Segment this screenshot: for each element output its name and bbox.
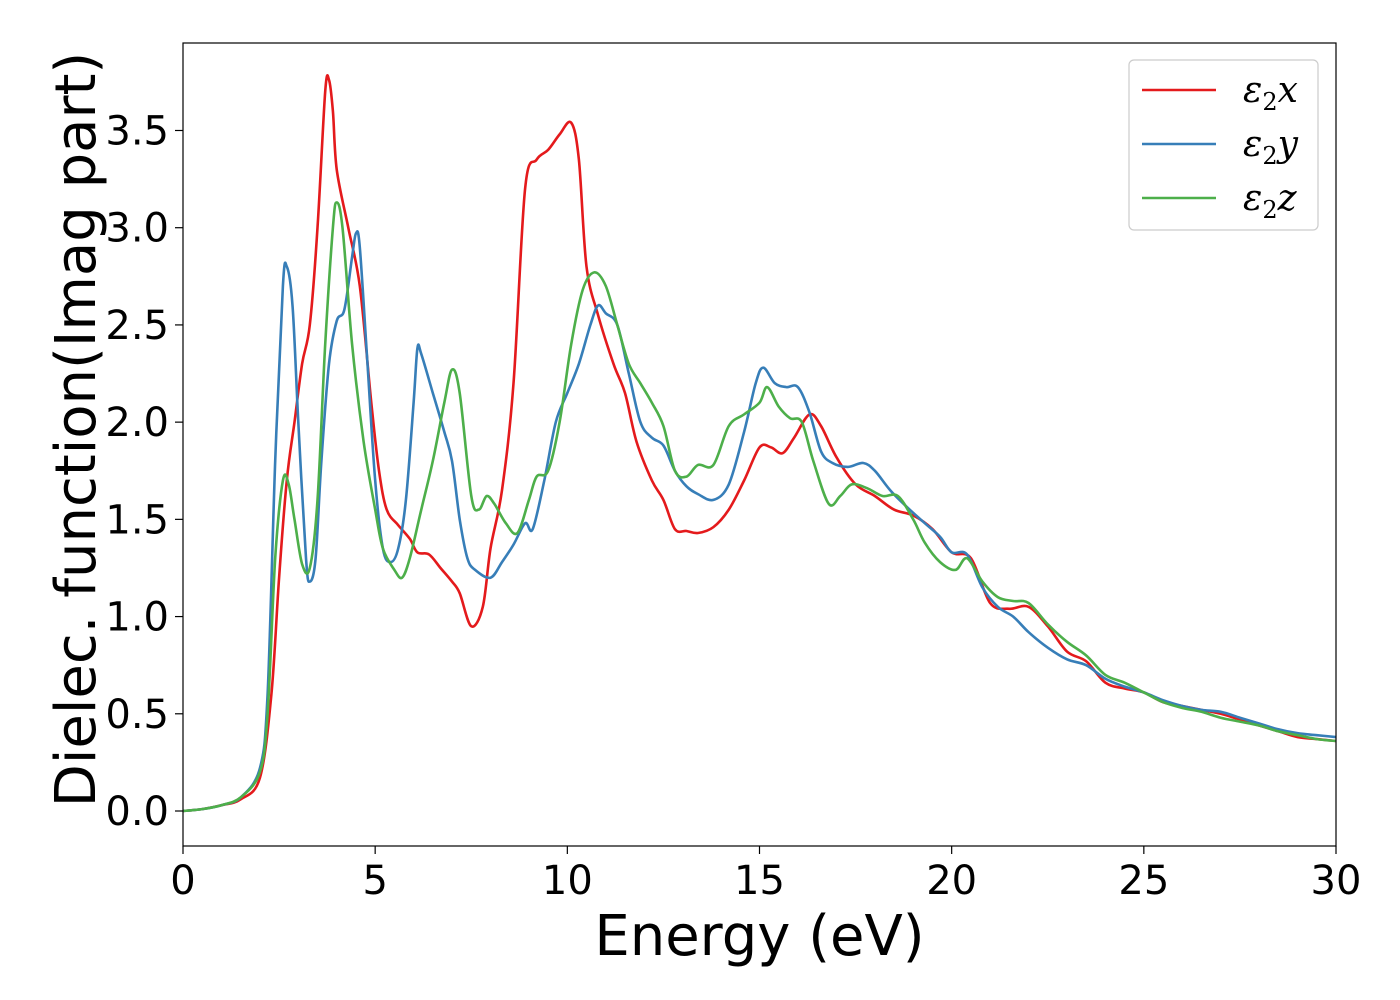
x-axis-label: Energy (eV) xyxy=(594,904,924,969)
x-tick-label: 10 xyxy=(542,858,593,904)
legend-label-z: ε2z xyxy=(1243,178,1298,224)
y-tick-label: 1.0 xyxy=(105,595,169,641)
legend-label-x: ε2x xyxy=(1243,70,1298,116)
x-tick-label: 5 xyxy=(362,858,387,904)
y-tick-label: 3.0 xyxy=(105,206,169,252)
y-axis-ticks: 0.0 0.5 1.0 1.5 2.0 2.5 3.0 3.5 xyxy=(105,108,183,835)
y-tick-label: 0.0 xyxy=(105,789,169,835)
legend-box xyxy=(1128,59,1319,231)
legend-label-y: ε2y xyxy=(1243,124,1299,170)
plot-lines xyxy=(183,74,1336,813)
y-tick-label: 3.5 xyxy=(105,108,169,154)
series-line-x xyxy=(183,74,1336,813)
x-tick-label: 30 xyxy=(1311,858,1362,904)
series-line-z xyxy=(183,201,1336,813)
y-tick-label: 0.5 xyxy=(105,692,169,738)
x-tick-label: 20 xyxy=(926,858,977,904)
legend: ε2x ε2y ε2z xyxy=(1128,59,1319,231)
x-tick-label: 15 xyxy=(734,858,785,904)
x-tick-label: 25 xyxy=(1118,858,1169,904)
series-line-y xyxy=(183,230,1336,813)
x-axis-ticks: 0 5 10 15 20 25 30 xyxy=(170,846,1361,904)
y-tick-label: 1.5 xyxy=(105,497,169,543)
y-tick-label: 2.5 xyxy=(105,303,169,349)
y-axis-label: Dielec. function(Imag part) xyxy=(44,52,109,808)
y-tick-label: 2.0 xyxy=(105,400,169,446)
x-tick-label: 0 xyxy=(170,858,195,904)
